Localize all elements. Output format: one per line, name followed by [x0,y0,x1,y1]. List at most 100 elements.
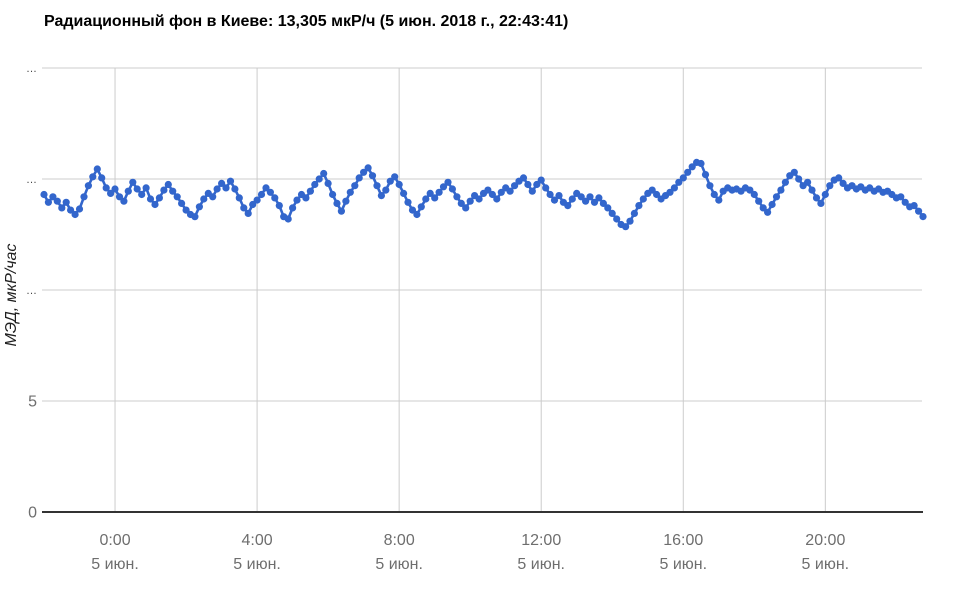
data-point[interactable] [666,188,674,196]
data-series[interactable] [40,158,927,231]
data-point[interactable] [293,196,301,204]
data-point[interactable] [630,209,639,217]
data-point[interactable] [493,195,501,203]
data-point[interactable] [40,190,48,199]
data-point[interactable] [271,194,279,202]
data-point[interactable] [457,199,465,207]
data-point[interactable] [804,178,812,186]
data-point[interactable] [462,204,470,212]
data-point[interactable] [80,193,88,201]
data-point[interactable] [373,182,381,190]
data-point[interactable] [755,197,763,205]
data-point[interactable] [107,189,115,197]
data-point[interactable] [426,189,434,197]
data-point[interactable] [182,206,190,214]
data-point[interactable] [915,207,923,215]
data-point[interactable] [164,180,172,189]
data-point[interactable] [701,171,710,179]
data-point[interactable] [400,189,408,197]
data-point[interactable] [93,165,101,173]
data-point[interactable] [897,193,905,201]
data-point[interactable] [320,169,328,178]
data-point[interactable] [772,193,781,201]
data-point[interactable] [524,180,532,189]
data-point[interactable] [750,190,758,199]
data-point[interactable] [44,198,53,206]
data-point[interactable] [817,199,825,207]
data-point[interactable] [670,184,679,192]
data-point[interactable] [839,179,847,187]
data-point[interactable] [599,199,608,207]
data-point[interactable] [444,178,452,186]
data-point[interactable] [431,194,439,202]
data-point[interactable] [777,186,785,194]
data-point[interactable] [497,188,505,196]
data-point[interactable] [253,196,261,204]
data-point[interactable] [653,190,661,199]
data-point[interactable] [901,198,909,206]
data-point[interactable] [613,215,621,223]
data-point[interactable] [351,182,359,190]
data-point[interactable] [155,194,163,202]
data-point[interactable] [697,159,705,168]
data-point[interactable] [413,210,421,219]
data-point[interactable] [582,197,590,205]
data-point[interactable] [178,199,186,207]
data-point[interactable] [231,185,239,193]
data-point[interactable] [826,182,834,190]
data-point[interactable] [173,193,181,201]
data-point[interactable] [337,207,345,215]
data-point[interactable] [49,193,57,201]
data-point[interactable] [133,185,141,193]
data-point[interactable] [586,193,594,201]
data-point[interactable] [333,199,341,207]
data-point[interactable] [608,209,616,217]
data-point[interactable] [324,179,332,187]
data-point[interactable] [639,195,647,203]
data-point[interactable] [120,197,128,205]
data-point[interactable] [684,168,692,176]
data-point[interactable] [622,223,630,231]
data-point[interactable] [439,183,448,191]
data-point[interactable] [111,185,119,193]
data-point[interactable] [235,194,243,202]
data-point[interactable] [768,200,776,209]
data-point[interactable] [89,173,97,181]
data-point[interactable] [360,168,368,176]
data-point[interactable] [266,188,274,196]
data-point[interactable] [812,194,821,202]
data-point[interactable] [466,197,474,205]
data-point[interactable] [604,204,612,212]
data-point[interactable] [226,177,235,185]
data-point[interactable] [795,175,803,183]
data-point[interactable] [386,177,394,185]
data-point[interactable] [355,174,363,182]
data-point[interactable] [200,195,208,203]
data-point[interactable] [688,163,696,171]
data-point[interactable] [151,200,159,209]
data-point[interactable] [195,203,203,211]
data-point[interactable] [453,193,461,201]
data-point[interactable] [289,204,297,212]
data-point[interactable] [98,174,106,182]
data-point[interactable] [821,190,829,199]
data-point[interactable] [395,180,403,189]
data-point[interactable] [555,192,563,200]
data-point[interactable] [382,186,390,194]
data-point[interactable] [75,205,84,213]
data-point[interactable] [564,202,572,210]
data-point[interactable] [484,186,492,194]
data-point[interactable] [675,178,683,186]
data-point[interactable] [71,210,79,219]
data-point[interactable] [249,200,257,209]
data-point[interactable] [475,195,483,203]
data-point[interactable] [626,217,634,225]
data-point[interactable] [102,184,110,192]
data-point[interactable] [311,180,319,189]
data-point[interactable] [275,202,283,210]
data-point[interactable] [124,187,132,195]
data-point[interactable] [919,213,927,221]
data-point[interactable] [533,180,541,189]
data-point[interactable] [546,190,554,199]
data-point[interactable] [577,193,585,201]
